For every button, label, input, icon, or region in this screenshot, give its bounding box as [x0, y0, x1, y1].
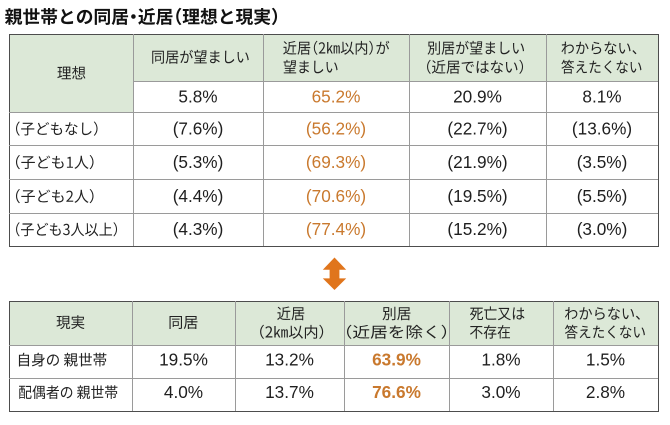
svg-text:(15.2%): (15.2%): [447, 219, 507, 239]
svg-text:(3.5%): (3.5%): [577, 152, 628, 172]
svg-text:2.8%: 2.8%: [586, 382, 625, 402]
svg-text:(69.3%): (69.3%): [306, 152, 366, 172]
svg-text:3.0%: 3.0%: [481, 382, 520, 402]
svg-text:1.8%: 1.8%: [481, 349, 520, 369]
svg-text:(70.6%): (70.6%): [306, 186, 366, 206]
svg-text:(7.6%): (7.6%): [173, 118, 224, 138]
svg-text:65.2%: 65.2%: [312, 87, 361, 107]
svg-text:(56.2%): (56.2%): [306, 118, 366, 138]
svg-text:76.6%: 76.6%: [372, 382, 421, 402]
svg-text:13.2%: 13.2%: [265, 349, 314, 369]
svg-text:(3.0%): (3.0%): [577, 219, 628, 239]
svg-text:(13.6%): (13.6%): [572, 118, 632, 138]
svg-text:19.5%: 19.5%: [159, 349, 208, 369]
svg-text:8.1%: 8.1%: [582, 87, 621, 107]
svg-text:(4.3%): (4.3%): [173, 219, 224, 239]
svg-text:(19.5%): (19.5%): [447, 186, 507, 206]
svg-text:(22.7%): (22.7%): [447, 118, 507, 138]
svg-text:(5.5%): (5.5%): [577, 186, 628, 206]
svg-text:20.9%: 20.9%: [453, 87, 502, 107]
svg-text:(21.9%): (21.9%): [447, 152, 507, 172]
svg-text:5.8%: 5.8%: [178, 87, 217, 107]
svg-text:(5.3%): (5.3%): [173, 152, 224, 172]
svg-text:63.9%: 63.9%: [372, 349, 421, 369]
svg-text:1.5%: 1.5%: [586, 349, 625, 369]
svg-text:(77.4%): (77.4%): [306, 219, 366, 239]
svg-text:4.0%: 4.0%: [164, 382, 203, 402]
svg-text:(4.4%): (4.4%): [173, 186, 224, 206]
svg-text:13.7%: 13.7%: [265, 382, 314, 402]
